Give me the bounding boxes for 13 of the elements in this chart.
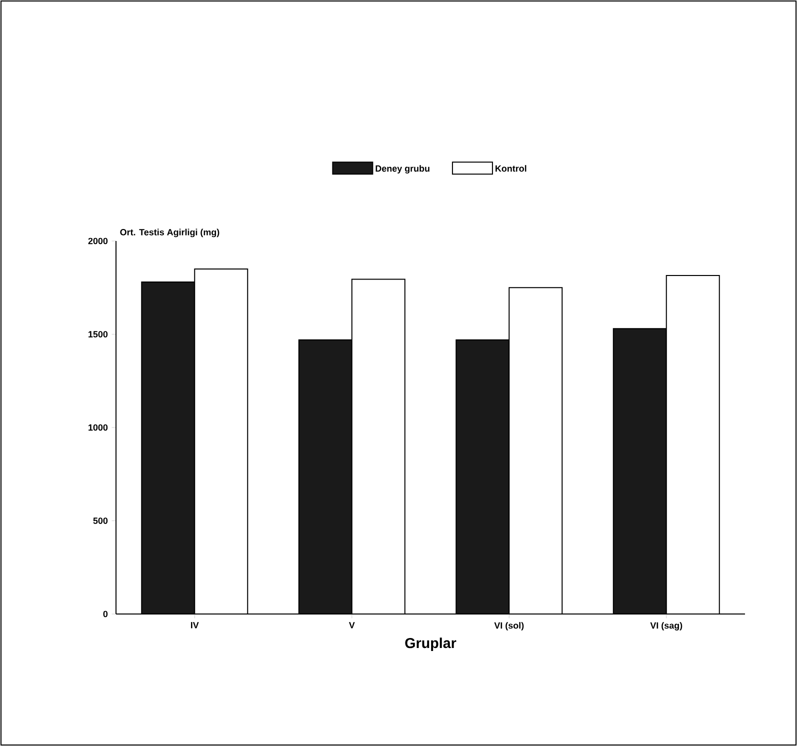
legend-label: Deney grubu (376, 165, 430, 174)
y-tick-label: 500 (93, 518, 108, 524)
x-axis-title: Gruplar (405, 638, 456, 651)
y-tick-label: 1500 (88, 331, 108, 338)
x-tick-label: IV (190, 622, 199, 628)
x-tick-label: VI (sol) (494, 622, 524, 630)
y-tick-label: 2000 (88, 238, 108, 244)
y-tick-label: 0 (103, 610, 108, 618)
y-tick-label: 1000 (88, 424, 108, 431)
legend-label: Kontrol (496, 165, 526, 172)
x-tick-label: VI (sag) (650, 622, 682, 630)
y-axis-title: Ort. Testis Agirligi (mg) (120, 228, 220, 238)
x-tick-label: V (348, 622, 355, 628)
